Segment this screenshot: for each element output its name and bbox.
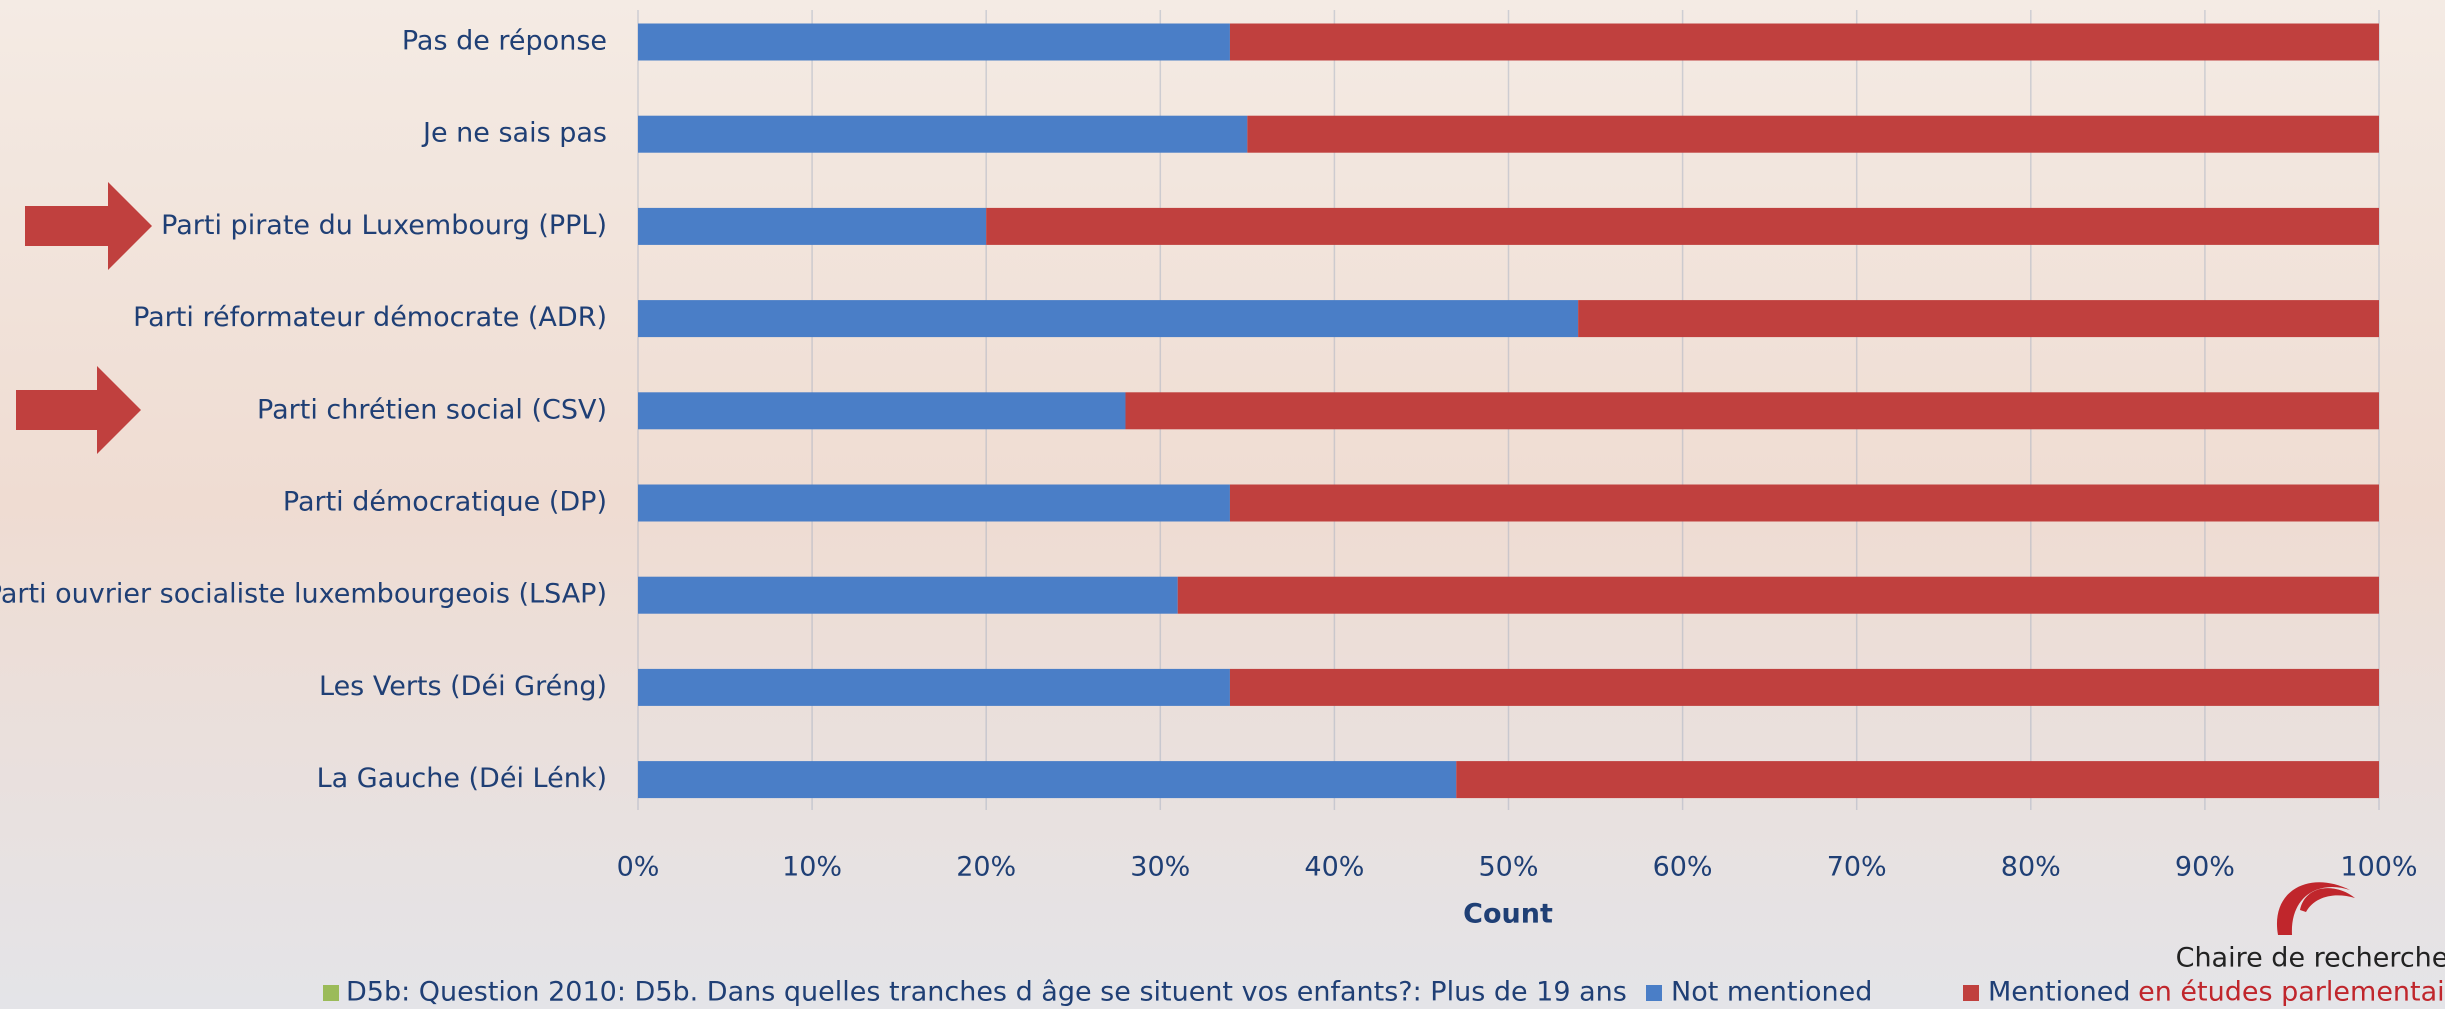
y-tick-label: Parti pirate du Luxembourg (PPL): [161, 210, 607, 241]
arrow: [25, 182, 152, 270]
bar-segment: [638, 668, 1230, 706]
logo-mark: [2300, 888, 2355, 912]
legend-swatch: [323, 985, 339, 1001]
x-tick-label: 60%: [1653, 852, 1713, 883]
bar-segment: [638, 115, 1248, 153]
legend-label: Not mentioned: [1671, 977, 1872, 1008]
bar-segment: [638, 207, 987, 245]
legend-label: Mentioned: [1988, 977, 2131, 1008]
bar-segment: [1177, 576, 2379, 614]
bar-segment: [638, 392, 1126, 430]
arrow: [16, 366, 141, 454]
bar-segment: [1578, 300, 2379, 338]
bar-segment: [1247, 115, 2379, 153]
x-tick-label: 80%: [2001, 852, 2061, 883]
bar-segment: [1229, 23, 2379, 61]
y-tick-label: La Gauche (Déi Lénk): [317, 763, 607, 794]
bar-segment: [1456, 761, 2379, 799]
y-tick-label: Les Verts (Déi Gréng): [319, 671, 607, 702]
y-tick-label: Parti démocratique (DP): [283, 487, 607, 518]
y-tick-label: Parti réformateur démocrate (ADR): [133, 302, 607, 333]
legend-swatch: [1963, 985, 1979, 1001]
x-tick-label: 10%: [782, 852, 842, 883]
bar-segment: [1229, 484, 2379, 522]
bar-segment: [638, 300, 1579, 338]
logo-title: Chaire de recherche: [2176, 943, 2445, 974]
legend-label: D5b: Question 2010: D5b. Dans quelles tr…: [346, 977, 1627, 1008]
y-tick-label: Parti chrétien social (CSV): [257, 394, 607, 425]
x-axis-title: Count: [1463, 899, 1553, 930]
y-tick-label: Parti ouvrier socialiste luxembourgeois …: [0, 579, 607, 610]
y-tick-label: Je ne sais pas: [421, 118, 607, 149]
x-tick-label: 30%: [1130, 852, 1190, 883]
bar-segment: [638, 761, 1457, 799]
x-tick-label: 90%: [2175, 852, 2235, 883]
x-tick-label: 70%: [1827, 852, 1887, 883]
logo-mark: [2276, 882, 2350, 935]
bar-segment: [986, 207, 2380, 245]
x-tick-label: 100%: [2340, 852, 2417, 883]
x-tick-label: 40%: [1304, 852, 1364, 883]
y-tick-label: Pas de réponse: [402, 26, 607, 57]
bar-segment: [638, 484, 1230, 522]
bar-segment: [638, 23, 1230, 61]
legend-swatch: [1646, 985, 1662, 1001]
x-tick-label: 50%: [1478, 852, 1538, 883]
bar-segment: [1229, 668, 2379, 706]
x-tick-label: 0%: [617, 852, 660, 883]
bar-segment: [638, 576, 1178, 614]
bar-segment: [1125, 392, 2379, 430]
logo-subtitle: en études parlementaires: [2138, 977, 2445, 1008]
x-tick-label: 20%: [956, 852, 1016, 883]
